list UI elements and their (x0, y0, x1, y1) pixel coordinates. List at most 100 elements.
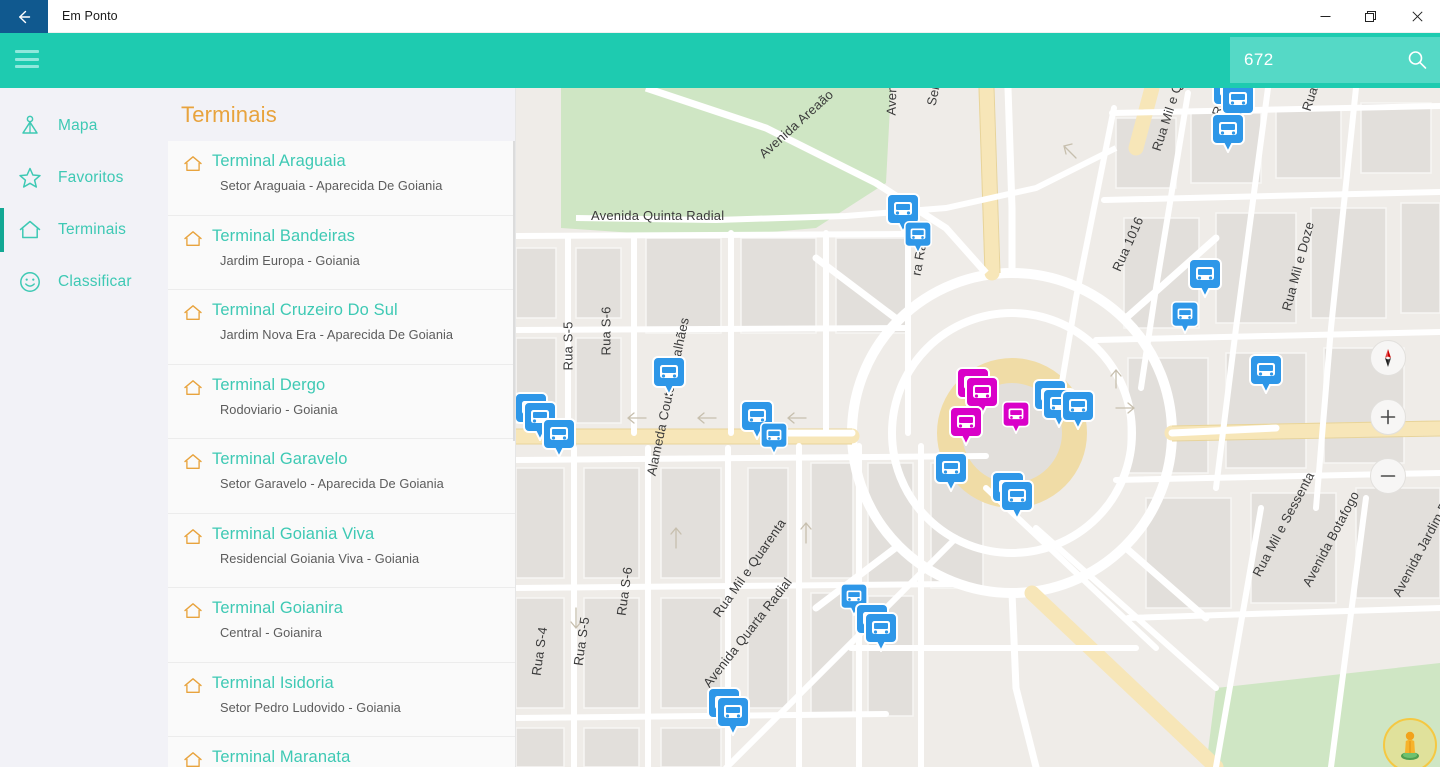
scrollbar-thumb[interactable] (513, 141, 516, 441)
list-item-row: Terminal Dergo (182, 376, 516, 399)
restore-icon (1365, 10, 1376, 22)
zoom-out-button[interactable] (1370, 458, 1406, 494)
home-icon (182, 600, 204, 622)
bus-stop-marker[interactable] (1188, 258, 1222, 298)
sidebar-item-classificar[interactable]: Classificar (0, 256, 168, 308)
terminal-name: Terminal Bandeiras (212, 226, 356, 245)
bus-stop-marker[interactable] (949, 406, 983, 446)
list-item-row: Terminal Cruzeiro Do Sul (182, 301, 516, 324)
terminals-list: Terminal Araguaia Setor Araguaia - Aparec… (168, 141, 516, 767)
bus-stop-marker[interactable] (1211, 113, 1245, 153)
compass-control[interactable] (1370, 340, 1406, 376)
minimize-icon (1320, 16, 1330, 17)
bus-stop-marker[interactable] (1002, 401, 1030, 435)
bus-stop-marker[interactable] (904, 221, 932, 255)
star-icon (14, 162, 46, 194)
sidebar-item-label: Classificar (58, 273, 132, 290)
home-icon (182, 153, 204, 175)
bus-stop-marker[interactable] (864, 612, 898, 652)
terminal-location: Setor Pedro Ludovido - Goiania (220, 699, 401, 715)
sidebar: Mapa Favoritos Terminais (0, 88, 168, 767)
home-icon (182, 675, 204, 697)
page-title: Terminais (181, 101, 277, 127)
hamburger-icon[interactable] (15, 50, 39, 68)
list-item-row: Terminal Goianira (182, 599, 516, 622)
sidebar-item-label: Terminais (58, 221, 127, 238)
home-icon (182, 228, 204, 250)
list-item[interactable]: Terminal Goianira Central - Goianira (168, 588, 516, 663)
bus-stop-marker[interactable] (716, 696, 750, 736)
title-bar: Em Ponto (0, 0, 1440, 33)
terminal-name: Terminal Goianira (212, 599, 344, 617)
list-item-row: Terminal Isidoria (182, 674, 516, 697)
plus-icon (1380, 409, 1396, 425)
list-item[interactable]: Terminal Dergo Rodoviario - Goiania (168, 365, 516, 439)
terminal-location: Residencial Goiania Viva - Goiania (220, 550, 420, 566)
bus-stop-marker[interactable] (1000, 480, 1034, 520)
search-box[interactable]: 672 (1230, 37, 1440, 83)
bus-stop-marker[interactable] (1171, 301, 1199, 335)
home-icon (182, 749, 204, 767)
hamburger-line (15, 50, 39, 53)
list-item[interactable]: Terminal Isidoria Setor Pedro Ludovido - … (168, 663, 516, 737)
bus-stop-marker[interactable] (965, 376, 999, 416)
smiley-face-icon (14, 266, 46, 298)
back-button[interactable] (0, 0, 48, 33)
hamburger-line (15, 65, 39, 68)
sidebar-item-label: Favoritos (58, 169, 124, 186)
sidebar-nav-list: Mapa Favoritos Terminais (0, 88, 168, 308)
bus-stop-marker[interactable] (542, 418, 576, 458)
sidebar-item-favoritos[interactable]: Favoritos (0, 152, 168, 204)
map-pin-person-icon (14, 110, 46, 142)
home-icon (182, 302, 204, 324)
map-tiles (516, 88, 1440, 767)
list-item[interactable]: Terminal Cruzeiro Do Sul Jardim Nova Era … (168, 290, 516, 365)
pegman-icon (1401, 731, 1419, 760)
list-item[interactable]: Terminal Bandeiras Jardim Europa - Goiani… (168, 216, 516, 290)
terminal-name: Terminal Goiania Viva (212, 524, 375, 543)
terminal-location: Setor Garavelo - Aparecida De Goiania (220, 476, 444, 491)
bus-stop-marker[interactable] (523, 401, 557, 441)
hamburger-line (15, 57, 39, 61)
list-item[interactable]: Terminal Araguaia Setor Araguaia - Aparec… (168, 141, 516, 216)
window-title: Em Ponto (62, 9, 118, 23)
maximize-button[interactable] (1348, 0, 1394, 33)
terminal-name: Terminal Dergo (212, 375, 326, 394)
search-icon[interactable] (1394, 37, 1440, 83)
map-canvas[interactable]: Avenida Quinta Radial Avenida Areaão Aveni… (516, 88, 1440, 767)
bus-stop-marker[interactable] (1061, 390, 1095, 430)
sidebar-item-label: Mapa (58, 117, 98, 134)
bus-stop-marker[interactable] (652, 356, 686, 396)
list-item-row: Terminal Araguaia (182, 152, 516, 175)
sidebar-item-terminais[interactable]: Terminais (0, 204, 168, 256)
panel-divider (515, 88, 516, 767)
list-item-row: Terminal Garavelo (182, 450, 516, 473)
bus-stop-marker[interactable] (1249, 354, 1283, 394)
terminal-location: Jardim Europa - Goiania (220, 252, 360, 268)
terminal-name: Terminal Garavelo (212, 450, 348, 468)
terminal-location: Rodoviario - Goiania (220, 401, 338, 417)
zoom-in-button[interactable] (1370, 399, 1406, 435)
list-header: Terminais (168, 88, 516, 141)
terminal-name: Terminal Cruzeiro Do Sul (212, 301, 398, 319)
sidebar-item-mapa[interactable]: Mapa (0, 100, 168, 152)
list-item[interactable]: Terminal Garavelo Setor Garavelo - Aparec… (168, 439, 516, 514)
list-scrollbar[interactable] (513, 141, 516, 767)
minimize-button[interactable] (1302, 0, 1348, 33)
terminal-location: Jardim Nova Era - Aparecida De Goiania (220, 327, 454, 342)
list-item[interactable]: Terminal Maranata (168, 737, 516, 767)
bus-stop-marker[interactable] (934, 452, 968, 492)
list-item[interactable]: Terminal Goiania Viva Residencial Goiania… (168, 514, 516, 588)
back-arrow-icon (19, 10, 31, 23)
compass-icon (1385, 349, 1391, 367)
street-view-pegman[interactable] (1383, 718, 1437, 767)
close-icon (1411, 11, 1423, 22)
window-controls (1302, 0, 1440, 32)
bus-stop-marker[interactable] (760, 422, 788, 456)
search-input[interactable]: 672 (1244, 50, 1274, 69)
terminal-name: Terminal Araguaia (212, 152, 346, 170)
close-button[interactable] (1394, 0, 1440, 33)
command-bar (0, 33, 1440, 88)
terminal-location: Setor Araguaia - Aparecida De Goiania (220, 178, 443, 193)
